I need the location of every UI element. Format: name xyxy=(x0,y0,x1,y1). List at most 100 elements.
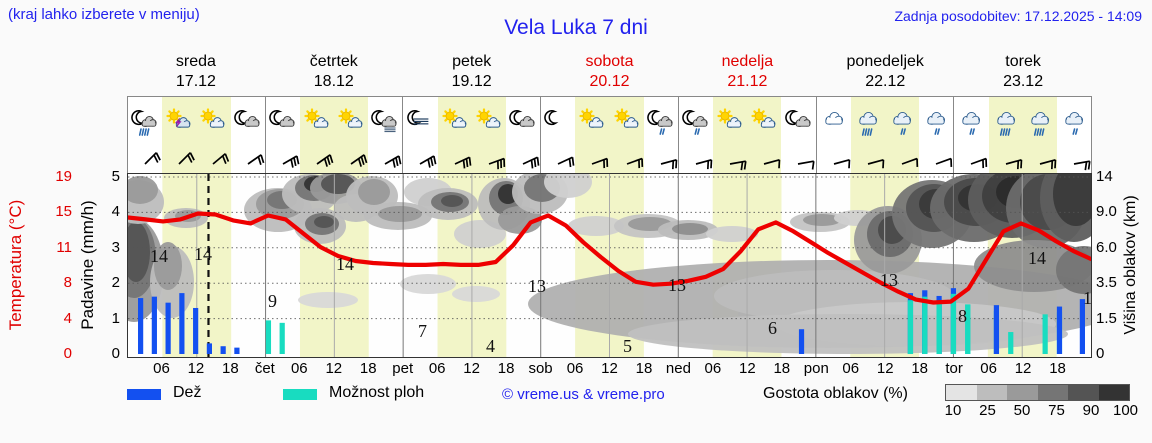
hour-label-06: 06 xyxy=(428,360,446,377)
temperature-tick-1: 15 xyxy=(55,203,72,221)
icon-day-0 xyxy=(128,97,266,144)
last-updated-text: Zadnja posodobitev: 17.12.2025 - 14:09 xyxy=(894,8,1142,24)
cloud-height-tick-4: 1.5 xyxy=(1096,309,1117,327)
hour-label-12: 12 xyxy=(1014,360,1032,377)
wind-barb xyxy=(679,144,713,173)
hour-label-sob: sob xyxy=(528,360,553,377)
cloud-drizzle-icon xyxy=(1057,97,1091,144)
hour-label-18: 18 xyxy=(635,360,653,377)
icon-day-3 xyxy=(541,97,679,144)
moon-cloud-icon xyxy=(231,97,265,144)
svg-text:14: 14 xyxy=(194,244,212,264)
cloud-rain-icon xyxy=(988,97,1023,144)
hour-label-ned: ned xyxy=(665,360,691,377)
wind-barb xyxy=(506,144,540,173)
precipitation-tick-0: 5 xyxy=(111,168,120,185)
cloud-density-swatch-100 xyxy=(1098,385,1129,400)
chart-legend: Dež Možnost ploh © vreme.us & vreme.pro … xyxy=(127,384,1147,432)
day-header-4: nedelja 21.12 xyxy=(678,52,816,94)
wind-barb xyxy=(713,144,748,173)
day-header-1: četrtek 18.12 xyxy=(265,52,403,94)
wind-barb xyxy=(644,144,678,173)
moon-cloud-icon xyxy=(781,97,815,144)
moon-cloud-drizzle-icon xyxy=(679,97,713,144)
rain-legend-label: Dež xyxy=(173,384,202,401)
cloud-height-tick-5: 0 xyxy=(1096,345,1105,362)
wind-barb xyxy=(919,144,953,173)
moon-fog-icon xyxy=(403,97,437,144)
cloud-density-swatch-10 xyxy=(946,385,977,400)
hour-label-tor: tor xyxy=(945,360,963,377)
day-name: torek xyxy=(1005,53,1041,70)
svg-text:14: 14 xyxy=(150,246,168,266)
cloud-density-ramp-labels: 10 25 50 75 90 100 xyxy=(937,402,1142,422)
cloud-density-swatch-75 xyxy=(1037,385,1068,400)
hour-label-12: 12 xyxy=(325,360,343,377)
hour-label-18: 18 xyxy=(773,360,791,377)
location-hint: (kraj lahko izberete v meniju) xyxy=(8,6,200,23)
cloud-density-swatch-90 xyxy=(1068,385,1099,400)
cloud-icon xyxy=(817,97,851,144)
wind-day-0 xyxy=(128,144,266,173)
wind-barb xyxy=(609,144,644,173)
day-date: 20.12 xyxy=(589,73,630,90)
precipitation-axis-title-text: Padavine (mm/h) xyxy=(78,200,97,330)
hour-label-18: 18 xyxy=(1049,360,1066,377)
wind-barb xyxy=(299,144,335,173)
wind-barb xyxy=(1022,144,1057,173)
icon-day-6 xyxy=(954,97,1091,144)
day-name: sreda xyxy=(175,53,216,70)
cloud-density-tick-75: 75 xyxy=(1048,402,1065,419)
wind-barb xyxy=(162,144,197,173)
hour-axis-labels: 06 12 18 čet 06 12 18 pet 06 12 18 sob 06 12 18 ned 06 12… xyxy=(127,360,1092,382)
wind-barb xyxy=(781,144,816,173)
cloud-density-tick-90: 90 xyxy=(1082,402,1100,419)
svg-text:6: 6 xyxy=(768,318,777,338)
temperature-tick-3: 8 xyxy=(63,274,72,292)
icon-day-5 xyxy=(817,97,955,144)
wind-barb xyxy=(196,144,231,173)
wind-barb xyxy=(954,144,988,173)
hour-label-06: 06 xyxy=(980,360,997,377)
day-header-6: torek 23.12 xyxy=(954,52,1092,94)
sun-cloud-icon xyxy=(575,97,610,144)
svg-text:14: 14 xyxy=(336,254,354,274)
showers-legend-swatch xyxy=(283,389,317,400)
wind-barb xyxy=(128,144,162,173)
weather-icon-row xyxy=(127,96,1092,144)
moon-cloud-rain-icon xyxy=(128,97,162,144)
wind-barb xyxy=(334,144,369,173)
day-date: 23.12 xyxy=(1003,73,1044,90)
hour-label-12: 12 xyxy=(739,360,756,377)
wind-barb xyxy=(850,144,885,173)
moon-cloud-fog-icon xyxy=(368,97,402,144)
showers-legend-label: Možnost ploh xyxy=(329,384,425,401)
svg-text:14: 14 xyxy=(1028,248,1046,268)
day-date: 22.12 xyxy=(865,73,906,90)
cloud-density-legend-title: Gostota oblakov (%) xyxy=(763,385,908,402)
day-header-0: sreda 17.12 xyxy=(127,52,265,94)
svg-text:7: 7 xyxy=(418,321,427,341)
cloud-drizzle-icon xyxy=(954,97,988,144)
sun-cloud-icon xyxy=(196,97,231,144)
day-header-row: sreda 17.12 četrtek 18.12 petek 19.12 sobota 20… xyxy=(127,52,1092,94)
sun-cloud-icon xyxy=(334,97,369,144)
day-name: nedelja xyxy=(721,53,774,70)
hour-label-06: 06 xyxy=(153,360,170,377)
svg-text:8: 8 xyxy=(958,306,967,326)
wind-barb xyxy=(575,144,610,173)
precipitation-tick-2: 3 xyxy=(111,238,120,256)
day-name: ponedeljek xyxy=(846,53,924,70)
hour-label-18: 18 xyxy=(497,360,515,377)
wind-barb xyxy=(817,144,851,173)
wind-day-4 xyxy=(679,144,817,173)
svg-text:4: 4 xyxy=(486,336,495,356)
day-date: 21.12 xyxy=(727,73,768,90)
hour-label-18: 18 xyxy=(222,360,239,377)
wind-barb xyxy=(437,144,472,173)
cloud-density-tick-10: 10 xyxy=(944,402,962,419)
wind-day-3 xyxy=(541,144,679,173)
temperature-tick-4: 4 xyxy=(63,309,72,327)
wind-day-2 xyxy=(403,144,542,173)
day-header-3: sobota 20.12 xyxy=(541,52,679,94)
